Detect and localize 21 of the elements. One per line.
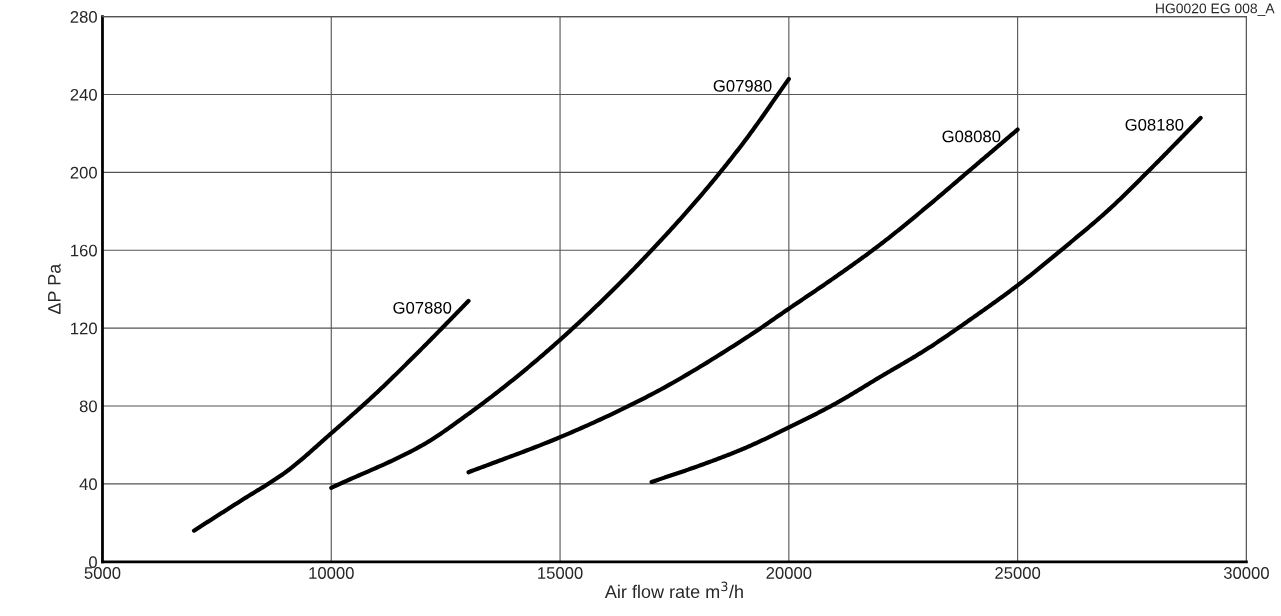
x-tick-label: 10000 (309, 567, 354, 579)
y-tick-label: 280 (70, 11, 97, 23)
x-axis-title: Air flow rate m$^{3}$/h (604, 581, 743, 599)
y-tick-label: 240 (70, 88, 97, 101)
y-axis-title: ΔP Pa (48, 263, 61, 315)
series-label: G08180 (1125, 118, 1184, 131)
x-tick-label: 25000 (995, 567, 1041, 579)
y-tick-label: 200 (70, 166, 97, 179)
x-tick-label: 20000 (766, 567, 812, 579)
y-tick-label: 0 (89, 556, 97, 568)
series-label: G07880 (393, 301, 452, 314)
x-tick-label: 5000 (84, 567, 121, 579)
series-label: G07980 (713, 79, 772, 92)
y-tick-label: 80 (79, 400, 97, 413)
y-tick-label: 40 (79, 478, 97, 491)
y-tick-label: 120 (71, 322, 97, 335)
y-tick-label: 160 (71, 244, 97, 257)
series-label: G08080 (942, 130, 1001, 143)
text: HG0020 EG 008_A (1156, 3, 1275, 16)
x-tick-label: 15000 (538, 567, 583, 579)
x-tick-label: 30000 (1223, 567, 1269, 579)
